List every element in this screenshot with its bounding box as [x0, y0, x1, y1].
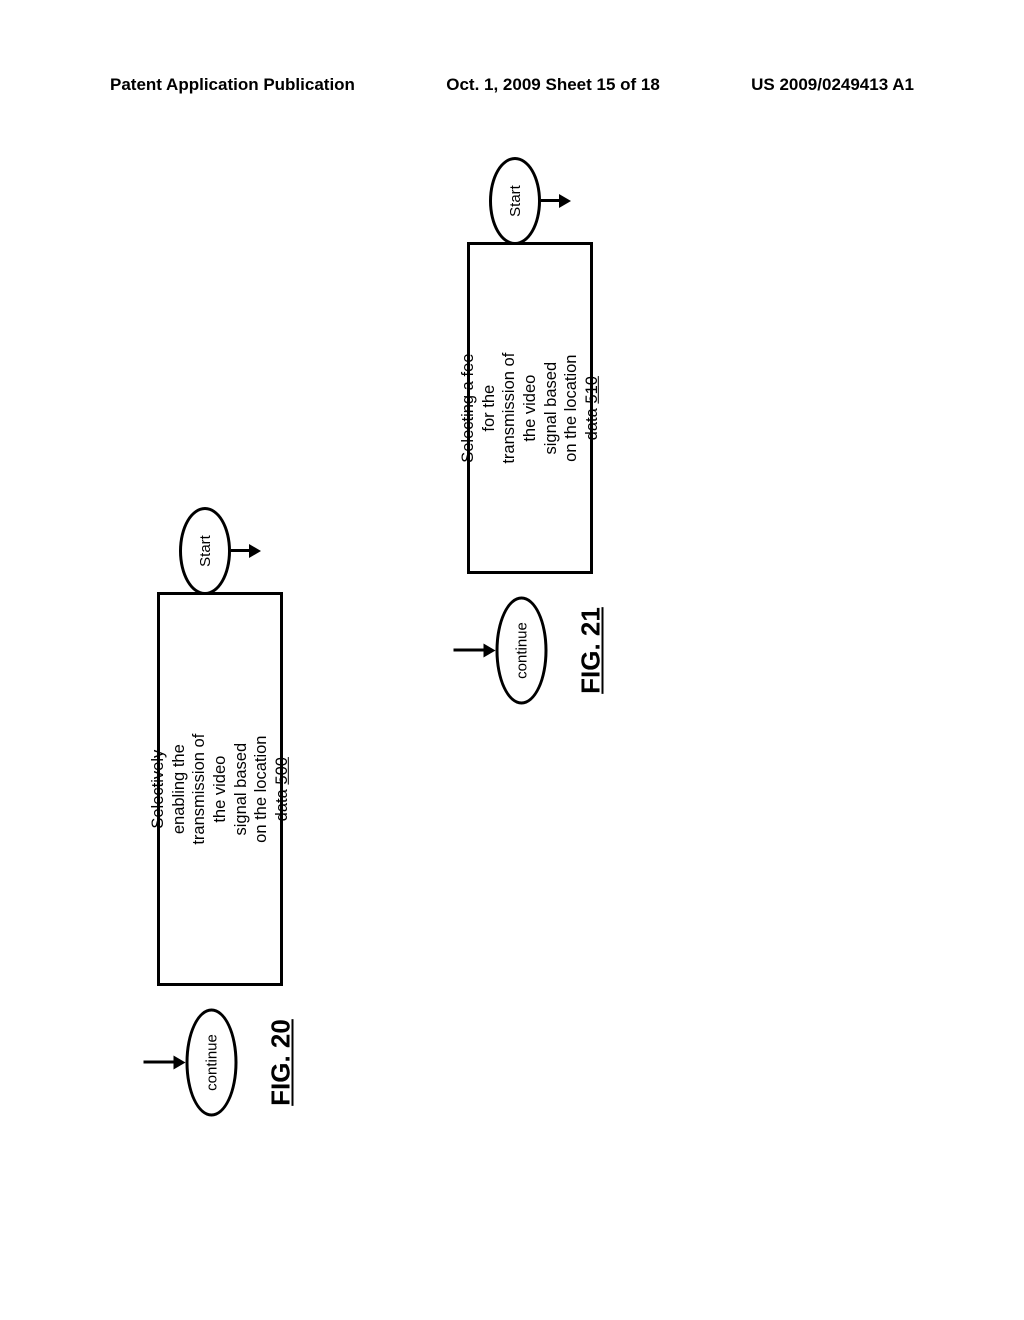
- continue-oval-fig21: continue: [496, 597, 548, 705]
- continue-label: continue: [513, 622, 530, 679]
- process-text-fig21: Selecting a fee for the transmission of …: [458, 352, 602, 464]
- flowchart-fig20-content: Start: [179, 507, 261, 595]
- continue-label: continue: [203, 1034, 220, 1091]
- arrow-fig20-2: [144, 1056, 186, 1070]
- arrow-head-icon: [484, 644, 496, 658]
- process-text-fig20: Selectively enabling the transmission of…: [148, 733, 292, 845]
- box-line1: Selecting a fee for the transmission of …: [459, 353, 539, 464]
- arrow-fig21-2: [454, 644, 496, 658]
- arrow-stem: [144, 1061, 174, 1064]
- start-label: Start: [197, 535, 214, 567]
- box-line1: Selectively enabling the transmission of…: [149, 734, 229, 845]
- header-left: Patent Application Publication: [110, 75, 355, 95]
- page: Patent Application Publication Oct. 1, 2…: [0, 0, 1024, 1320]
- header-center: Oct. 1, 2009 Sheet 15 of 18: [446, 75, 660, 95]
- start-oval-fig20: Start: [179, 507, 231, 595]
- start-label: Start: [507, 185, 524, 217]
- start-oval-fig21: Start: [489, 157, 541, 245]
- flowchart-fig21-bottom: continue FIG. 21: [454, 597, 607, 705]
- flowchart-fig20-bottom: continue FIG. 20: [144, 1009, 297, 1117]
- arrow-stem: [541, 200, 559, 203]
- arrow-fig21-1: [541, 194, 571, 208]
- box-line2: signal based on the location data: [231, 735, 290, 842]
- box-ref: 510: [583, 376, 601, 404]
- header-right: US 2009/0249413 A1: [751, 75, 914, 95]
- figure-label-fig20: FIG. 20: [266, 1019, 297, 1106]
- arrow-head-icon: [559, 194, 571, 208]
- flowchart-fig20: Start Selectively enabling the transmiss…: [130, 510, 310, 1139]
- arrow-head-icon: [174, 1056, 186, 1070]
- arrow-stem: [231, 550, 249, 553]
- process-box-fig21: Selecting a fee for the transmission of …: [467, 242, 593, 574]
- arrow-fig20-1: [231, 544, 261, 558]
- arrow-stem: [454, 649, 484, 652]
- page-header: Patent Application Publication Oct. 1, 2…: [0, 75, 1024, 95]
- flowchart-fig21-content: Start: [489, 157, 571, 245]
- process-box-fig20: Selectively enabling the transmission of…: [157, 592, 283, 986]
- figure-label-fig21: FIG. 21: [576, 607, 607, 694]
- box-ref: 500: [273, 757, 291, 785]
- box-line2: signal based on the location data: [541, 354, 600, 461]
- arrow-head-icon: [249, 544, 261, 558]
- continue-oval-fig20: continue: [186, 1009, 238, 1117]
- figure-area: Start Selectively enabling the transmiss…: [130, 160, 720, 830]
- flowchart-fig21: Start Selecting a fee for the transmissi…: [440, 160, 620, 727]
